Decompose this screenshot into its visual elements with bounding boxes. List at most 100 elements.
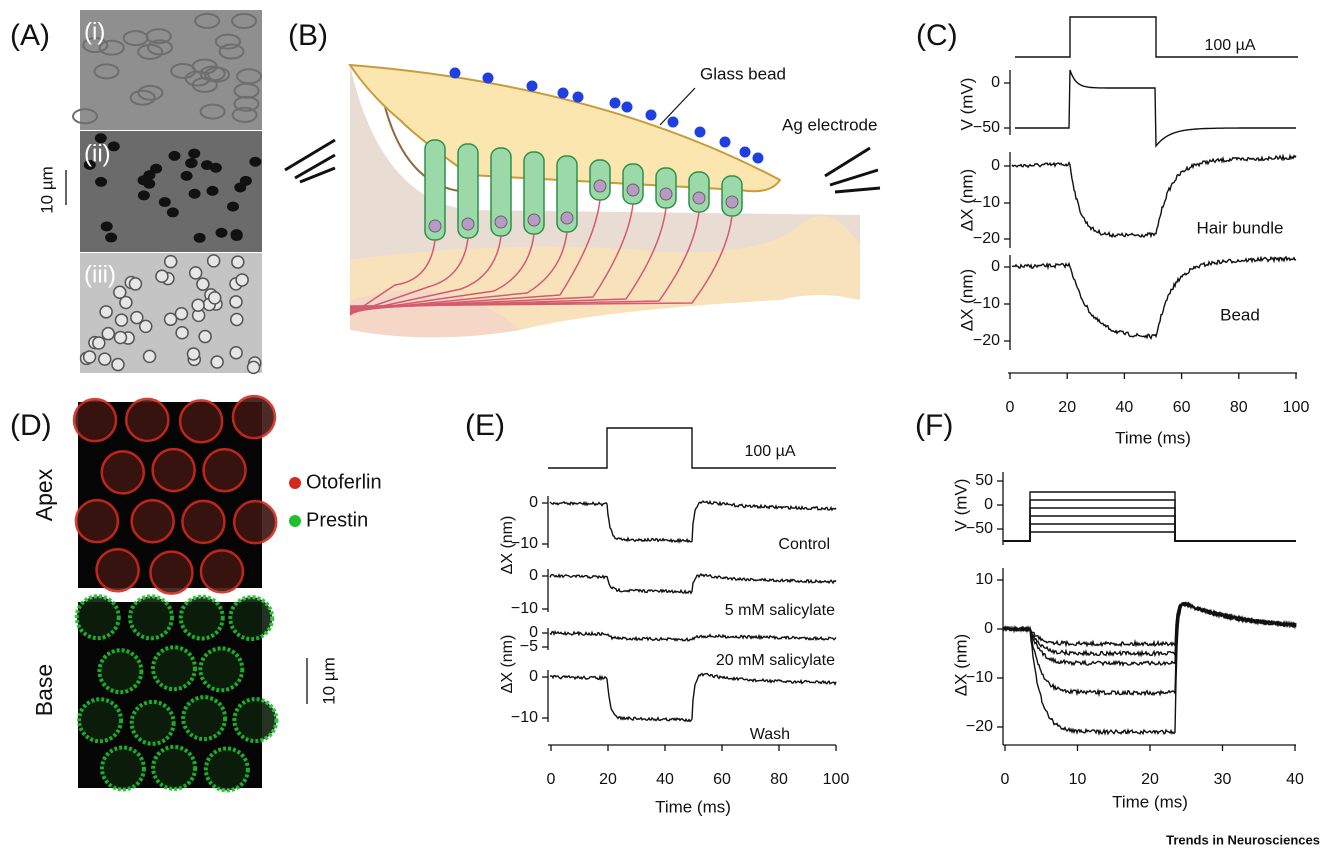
- bead: [119, 295, 133, 310]
- label: ΔX (nm): [499, 635, 516, 694]
- label: 10 µm: [319, 657, 338, 705]
- artwork: [284, 63, 881, 338]
- cell: [178, 594, 225, 641]
- bead: [111, 357, 125, 372]
- dot: [188, 188, 201, 199]
- glass-bead: [694, 126, 706, 138]
- nerve-fiber: [349, 237, 469, 315]
- dot: [168, 150, 181, 161]
- label: 100: [823, 771, 850, 788]
- cell: [231, 394, 277, 440]
- glass-bead: [557, 87, 569, 99]
- cell: [100, 450, 146, 495]
- label: 50: [975, 472, 993, 489]
- glass-bead: [739, 146, 751, 158]
- bead: [229, 295, 243, 309]
- label: Bead: [1220, 305, 1260, 324]
- label: −10: [973, 194, 1000, 211]
- dot: [83, 159, 96, 170]
- label: Wash: [750, 726, 790, 743]
- hair-cells: [349, 139, 743, 316]
- cell: [72, 397, 118, 443]
- texture: [231, 106, 258, 123]
- panel-label: (D): [10, 409, 52, 442]
- bead: [188, 266, 203, 280]
- texture: [137, 84, 164, 101]
- trace: [1003, 531, 1296, 542]
- dot: [150, 163, 163, 174]
- bead: [99, 305, 113, 319]
- label: 40: [1286, 771, 1304, 788]
- dot: [105, 232, 118, 243]
- glass-bead: [482, 72, 494, 84]
- glass-bead: [667, 116, 679, 128]
- nerve-fiber: [349, 211, 700, 308]
- nucleus: [428, 219, 442, 233]
- dot: [249, 156, 262, 167]
- dot: [206, 185, 219, 196]
- bead: [92, 336, 106, 350]
- legend-marker: [289, 515, 301, 527]
- sublabel: (ii): [84, 140, 111, 167]
- nucleus: [527, 213, 541, 227]
- cell: [74, 498, 120, 544]
- label: ΔX (nm): [499, 516, 516, 575]
- trace: [549, 499, 837, 544]
- label: 100: [1283, 399, 1310, 416]
- label: V (mV): [957, 78, 976, 131]
- bead: [246, 360, 261, 375]
- label: 0: [529, 567, 538, 584]
- label: 0: [1001, 771, 1010, 788]
- nerve-fiber: [349, 231, 568, 312]
- texture: [93, 63, 120, 80]
- texture: [129, 89, 156, 106]
- label: Time (ms): [1115, 428, 1191, 447]
- cell: [149, 550, 194, 595]
- label: 100 µA: [1204, 37, 1255, 54]
- dot: [185, 157, 198, 168]
- bead: [229, 346, 243, 360]
- label: ΔX (nm): [957, 169, 976, 231]
- trace: [1003, 515, 1296, 542]
- bead: [235, 273, 249, 287]
- cell: [203, 746, 250, 793]
- label: 20: [1141, 771, 1159, 788]
- trace: [1002, 601, 1297, 658]
- bead: [155, 269, 169, 284]
- cell: [228, 595, 275, 642]
- nerve-fiber: [349, 207, 667, 309]
- dot: [193, 232, 206, 243]
- nerve-fiber: [349, 203, 634, 310]
- label: 0: [547, 771, 556, 788]
- glass-bead: [621, 101, 633, 113]
- texture: [231, 13, 258, 30]
- sublabel: (i): [84, 18, 105, 45]
- cell: [181, 499, 226, 545]
- label: 0: [1006, 399, 1015, 416]
- cell: [198, 646, 245, 693]
- label: Apex: [31, 468, 57, 521]
- panel-label: (C): [916, 19, 958, 52]
- pointer: [659, 87, 696, 126]
- cell: [97, 648, 144, 695]
- dot: [239, 175, 252, 186]
- nerve-fiber: [349, 239, 436, 316]
- cell: [125, 397, 170, 443]
- trace: [1002, 601, 1297, 736]
- label: 10 µm: [37, 166, 56, 214]
- tissue-base: [350, 290, 520, 338]
- label: 20: [1058, 399, 1076, 416]
- cell: [127, 594, 174, 641]
- dot: [215, 227, 228, 238]
- label: 10: [1069, 771, 1087, 788]
- bead: [113, 330, 128, 345]
- label: Control: [778, 536, 830, 553]
- label: 40: [656, 771, 674, 788]
- dot: [137, 175, 150, 186]
- texture: [218, 43, 245, 60]
- texture: [146, 39, 173, 56]
- label: −5: [520, 638, 538, 655]
- trace: [1003, 499, 1296, 542]
- trace: [1002, 601, 1297, 698]
- texture: [145, 28, 172, 45]
